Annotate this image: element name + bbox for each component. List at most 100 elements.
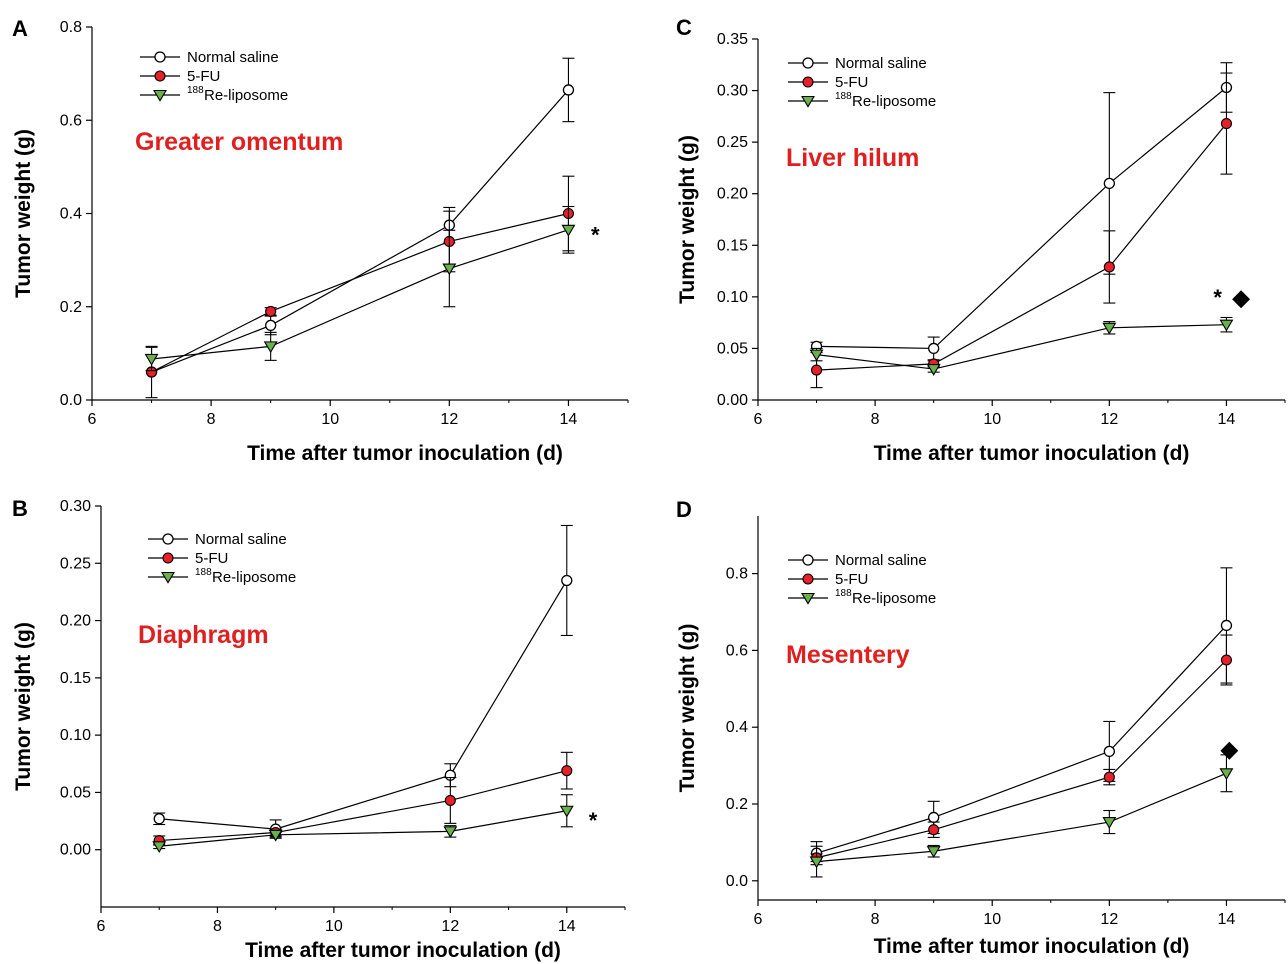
data-point xyxy=(1102,322,1117,335)
y-tick-label: 0.25 xyxy=(717,134,748,151)
data-point xyxy=(559,805,574,818)
y-tick-label: 0.00 xyxy=(717,392,748,409)
data-point xyxy=(811,364,823,376)
region-label: Greater omentum xyxy=(135,128,343,156)
y-tick-label: 0.2 xyxy=(60,299,82,316)
series-open-circle xyxy=(153,524,573,839)
legend-marker xyxy=(802,573,814,585)
series-line xyxy=(816,324,1227,370)
series-line xyxy=(816,87,1227,350)
y-tick-label: 0.15 xyxy=(717,237,748,254)
data-point xyxy=(265,319,277,332)
y-tick-label: 0.6 xyxy=(726,642,748,659)
data-point xyxy=(1220,118,1232,130)
significance-mark: * xyxy=(1213,285,1222,310)
data-point xyxy=(928,342,940,355)
x-axis-title: Time after tumor inoculation (d) xyxy=(245,939,561,962)
y-axis-title: Tumor weight (g) xyxy=(12,622,35,791)
y-tick-label: 0.35 xyxy=(717,31,748,48)
legend-label-sup: 188 xyxy=(835,588,852,599)
legend-label: Re-liposome xyxy=(212,569,296,586)
panel-letter: C xyxy=(676,15,692,40)
series-line xyxy=(816,123,1227,371)
y-tick-label: 0.25 xyxy=(60,555,91,572)
x-tick-label: 10 xyxy=(983,911,1001,928)
series-line xyxy=(151,212,569,373)
chart-panel-d: D 6 8 10 12 14 0.0 0.2 0.4 0.6 0.8 Time after tumor… xyxy=(676,497,1286,958)
legend-marker xyxy=(154,70,166,82)
x-tick-label: 12 xyxy=(1100,411,1118,428)
data-point xyxy=(443,826,458,839)
region-label: Diaphragm xyxy=(138,621,269,649)
data-point xyxy=(444,794,456,806)
legend-marker xyxy=(802,76,814,88)
data-point xyxy=(928,811,940,824)
y-tick-label: 0.6 xyxy=(60,112,82,129)
x-tick-label: 14 xyxy=(1218,911,1236,928)
series-line xyxy=(159,580,568,830)
y-tick-label: 0.00 xyxy=(60,842,91,859)
series-green-triangle xyxy=(152,794,574,854)
x-tick-label: 10 xyxy=(983,411,1001,428)
legend-label: Re-liposome xyxy=(852,590,936,607)
significance-mark: * xyxy=(589,808,598,833)
x-tick-label: 12 xyxy=(1100,911,1118,928)
x-tick-label: 12 xyxy=(441,918,459,935)
chart-panel-b: B 6 8 10 12 14 0.00 0.05 0.10 0.15 0.20 0.25 0.30 Tim… xyxy=(12,496,626,962)
x-tick-label: 8 xyxy=(207,411,216,428)
x-axis-title: Time after tumor inoculation (d) xyxy=(874,935,1190,958)
series-red-circle xyxy=(810,72,1233,389)
significance-mark: * xyxy=(591,222,600,247)
x-axis-title: Time after tumor inoculation (d) xyxy=(247,442,563,465)
series-line xyxy=(159,810,567,847)
y-tick-label: 0.20 xyxy=(60,613,91,630)
data-point xyxy=(561,574,573,587)
legend-marker xyxy=(154,51,166,63)
y-tick-label: 0.05 xyxy=(60,784,91,801)
data-point xyxy=(1102,816,1117,829)
legend-label: Normal saline xyxy=(187,49,279,66)
y-tick-label: 0.8 xyxy=(60,19,82,36)
y-tick-label: 0.05 xyxy=(717,340,748,357)
data-point xyxy=(928,824,940,836)
legend-marker xyxy=(162,533,174,545)
significance-mark: ◆ xyxy=(1220,736,1239,761)
x-tick-label: 8 xyxy=(871,911,880,928)
y-tick-label: 0.10 xyxy=(60,727,91,744)
y-tick-label: 0.20 xyxy=(717,186,748,203)
x-tick-label: 8 xyxy=(213,918,222,935)
legend-label-sup: 188 xyxy=(187,85,204,96)
series-line xyxy=(159,770,567,842)
data-point xyxy=(144,353,159,366)
x-tick-label: 6 xyxy=(754,411,763,428)
series-red-circle xyxy=(146,175,575,378)
x-tick-label: 10 xyxy=(325,918,343,935)
legend-label-sup: 188 xyxy=(195,567,212,578)
series-red-circle xyxy=(153,751,573,847)
data-point xyxy=(561,224,576,237)
legend-label: 5-FU xyxy=(835,74,868,91)
legend-marker xyxy=(802,57,814,69)
series-open-circle xyxy=(810,567,1233,866)
data-point xyxy=(809,856,824,869)
panel-letter: D xyxy=(676,497,692,522)
series-line xyxy=(816,625,1227,854)
y-tick-label: 0.2 xyxy=(726,796,748,813)
y-tick-label: 0.4 xyxy=(726,719,748,736)
legend-label: 5-FU xyxy=(835,571,868,588)
y-tick-label: 0.30 xyxy=(717,83,748,100)
y-axis-title: Tumor weight (g) xyxy=(676,135,699,304)
legend-label-sup: 188 xyxy=(835,91,852,102)
x-tick-label: 14 xyxy=(560,411,578,428)
y-tick-label: 0.8 xyxy=(726,566,748,583)
legend-label: Normal saline xyxy=(195,531,287,548)
x-tick-label: 14 xyxy=(1218,411,1236,428)
data-point xyxy=(268,829,283,842)
x-tick-label: 6 xyxy=(88,411,97,428)
y-tick-label: 0.0 xyxy=(726,873,748,890)
y-tick-label: 0.30 xyxy=(60,498,91,515)
series-green-triangle xyxy=(809,754,1234,878)
